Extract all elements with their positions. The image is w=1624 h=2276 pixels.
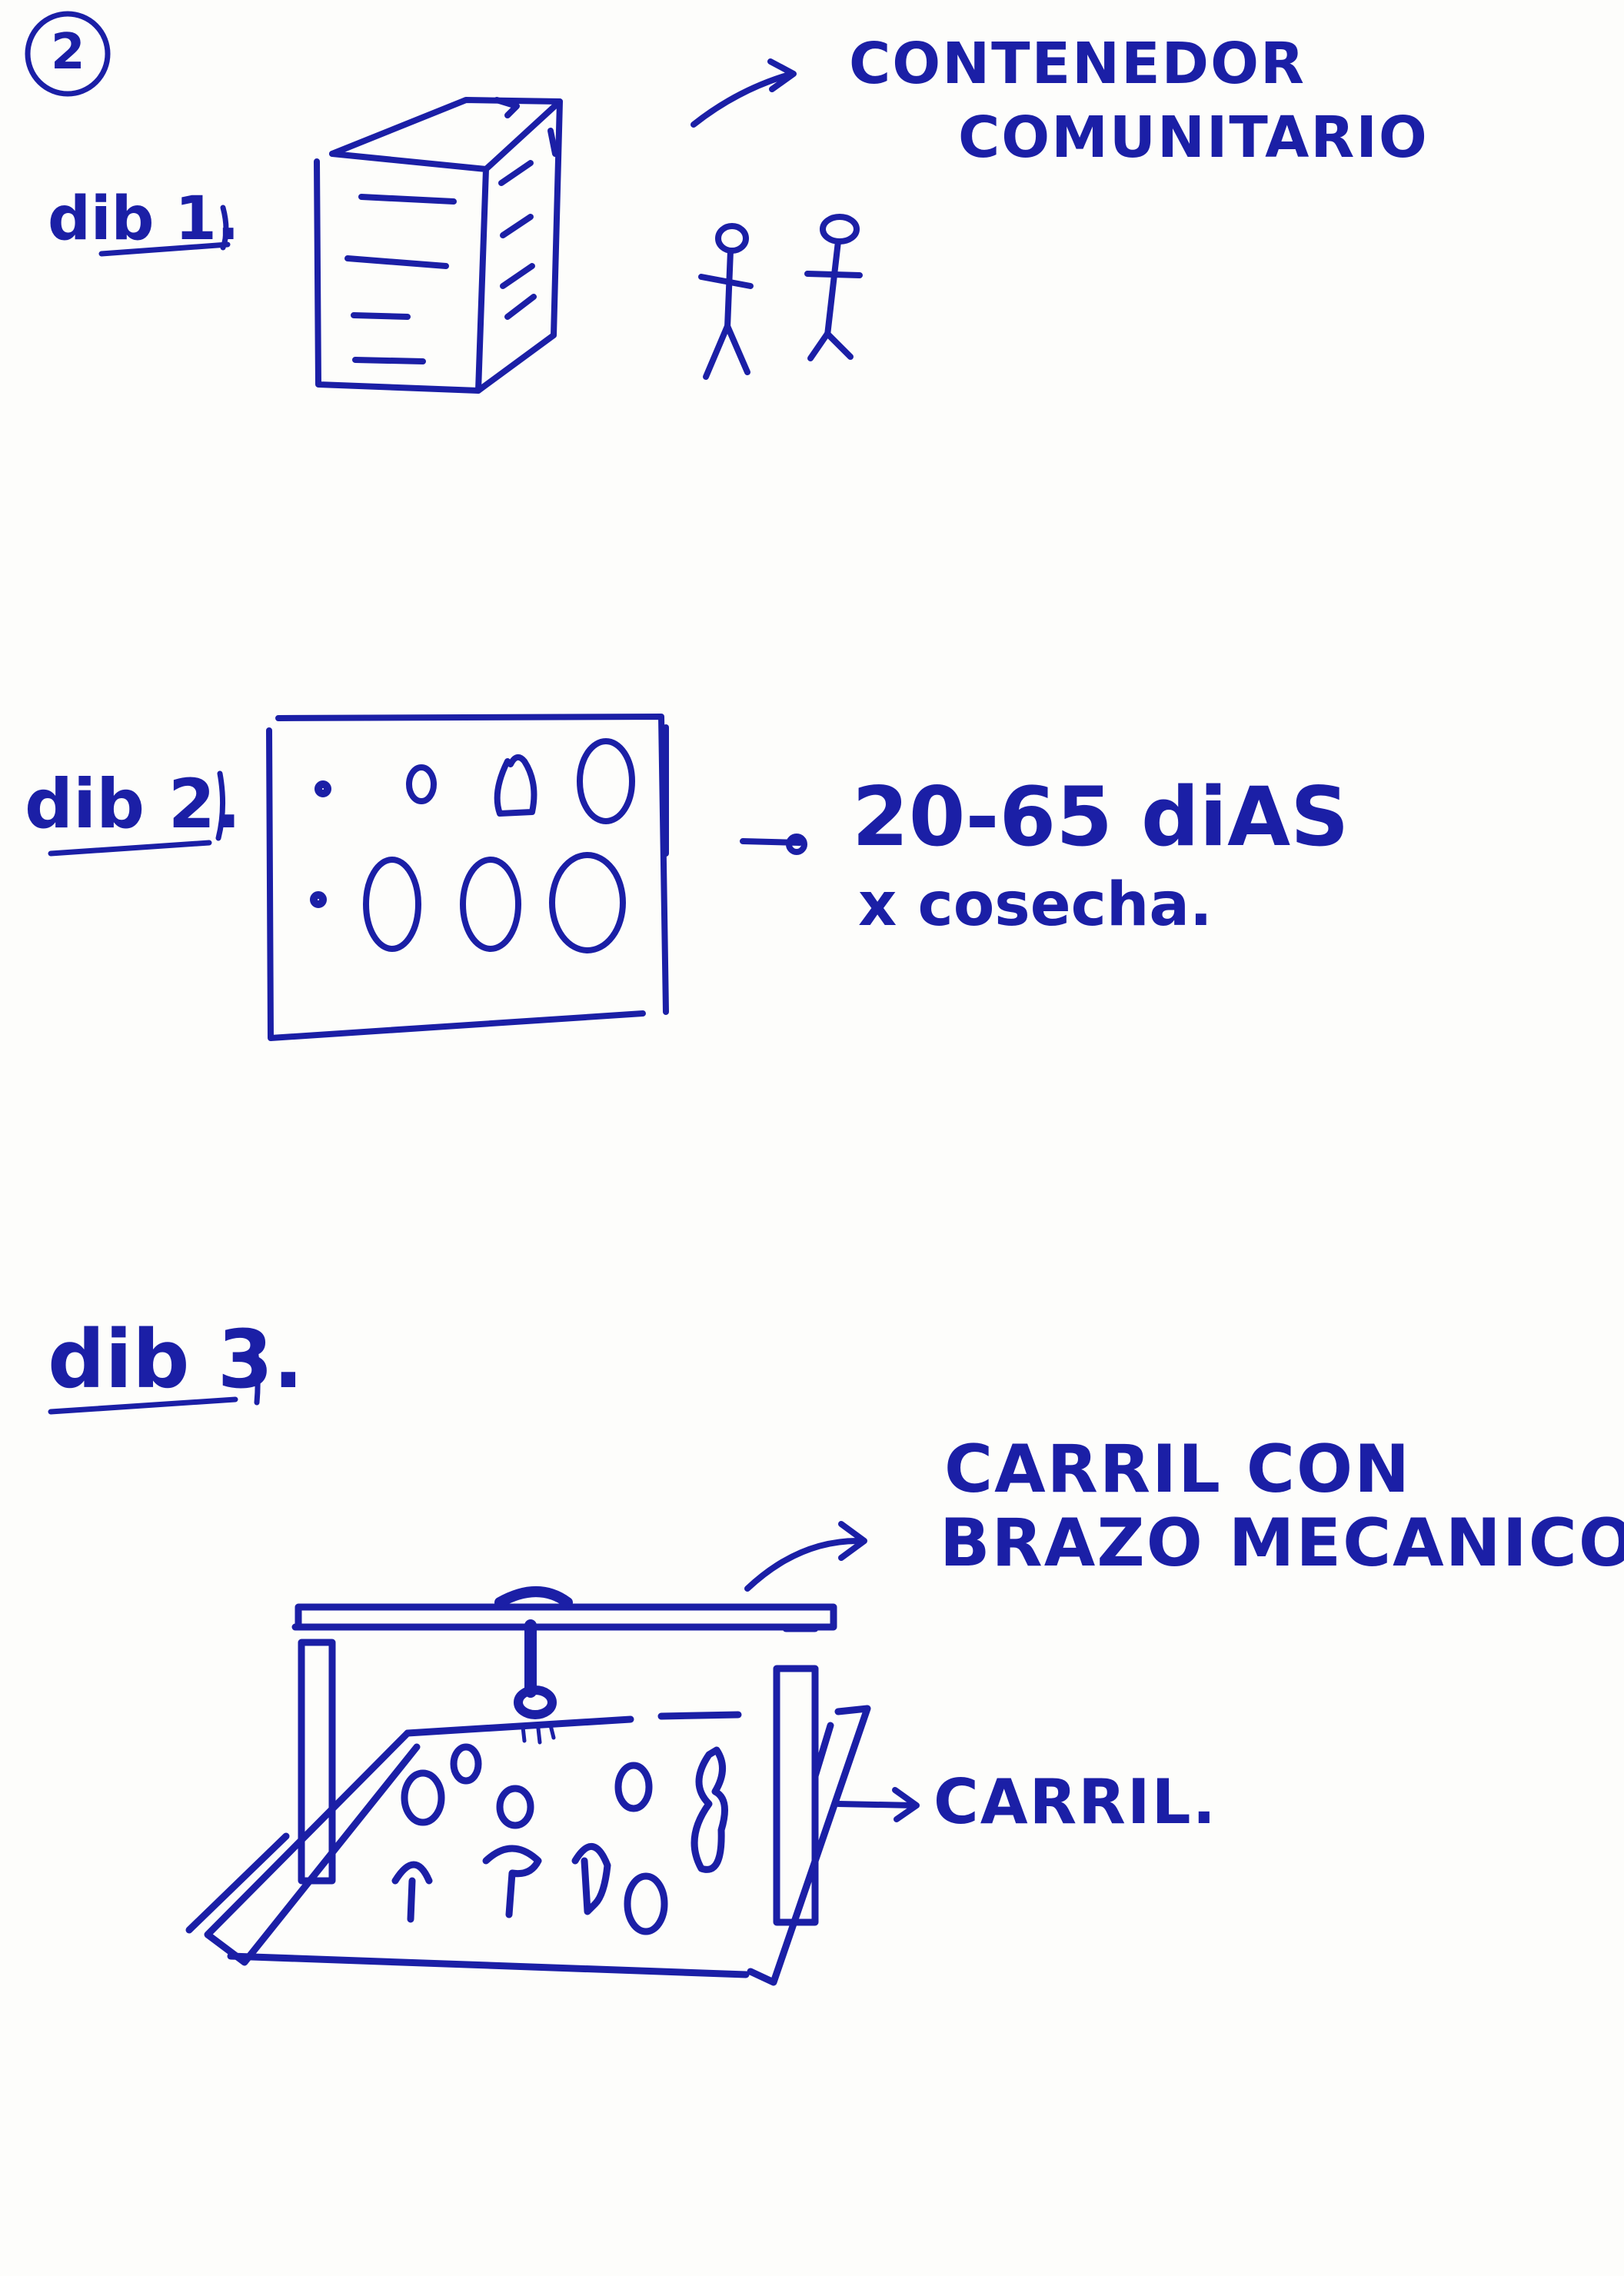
container-drawing — [314, 97, 563, 394]
harvest-days-label: 20-65 diAS — [852, 770, 1349, 864]
plant-grown — [549, 852, 626, 953]
tray-frame-left — [266, 727, 646, 1041]
page-number-circle — [25, 11, 111, 97]
planting-bed-top — [404, 1715, 634, 1737]
plant-seed — [314, 780, 331, 797]
plant-grown — [460, 857, 521, 952]
plant-sprout — [406, 764, 437, 804]
container-slat — [344, 255, 449, 269]
rail-arm-label-line-2: BRAZO MECANICO. — [940, 1505, 1624, 1582]
container-side-slat — [498, 160, 534, 186]
stick-figure-right — [804, 214, 863, 361]
container-side-slat — [500, 214, 534, 238]
plant-grown — [577, 738, 635, 824]
label-bracket-3 — [249, 1329, 261, 1406]
container-slat — [351, 312, 411, 320]
label-underline-2 — [48, 840, 212, 857]
arrow-to-container-label — [691, 58, 797, 128]
arm-carriage — [494, 1586, 573, 1608]
plant-young — [494, 754, 537, 817]
plant-seed — [310, 891, 327, 908]
container-top-face — [329, 97, 563, 172]
label-underline-3 — [48, 1396, 238, 1415]
bed-plant-mushroom — [391, 1861, 433, 1923]
label-bracket-2 — [215, 770, 226, 841]
gantry-left-post — [298, 1639, 336, 1885]
right-rail-outer — [811, 1722, 834, 1780]
bed-plant-mushroom — [571, 1842, 611, 1915]
arrow-to-rail-label — [835, 1787, 920, 1822]
container-side-face — [475, 98, 563, 394]
arm-spray-mark — [536, 1726, 542, 1745]
bed-plant — [614, 1762, 653, 1812]
container-label-line-1: CONTENEDOR — [849, 31, 1306, 97]
harvest-per-label: x cosecha. — [858, 870, 1213, 940]
rail-arm-label-line-1: CARRIL CON — [944, 1431, 1412, 1508]
container-slat — [358, 194, 457, 205]
tray-drawing — [266, 714, 669, 1041]
rail-label: CARRIL. — [933, 1766, 1217, 1838]
container-slat — [352, 357, 426, 364]
container-front-face — [314, 151, 489, 394]
container-side-slat — [504, 294, 537, 320]
left-rail — [204, 1729, 421, 1966]
bed-plant — [624, 1872, 668, 1935]
arrow-to-arm-label — [744, 1521, 867, 1592]
bed-plant — [450, 1743, 482, 1785]
plant-grown — [363, 857, 421, 952]
gantry-top-beam — [295, 1603, 837, 1631]
label-underline-1 — [98, 241, 231, 257]
right-rail — [747, 1705, 871, 1986]
container-corner-mark — [547, 128, 558, 157]
rail-machine-drawing — [185, 1586, 871, 1986]
container-lid-mark — [494, 97, 520, 118]
planting-bed-bottom — [227, 1952, 750, 1978]
container-label-line-2: COMUNITARIO — [958, 105, 1429, 171]
container-side-slat — [500, 263, 535, 289]
sketch-1-label: dib 1. — [48, 185, 240, 254]
bed-plant-tall — [691, 1746, 728, 1873]
bed-plant — [496, 1785, 534, 1829]
planting-bed-top-2 — [657, 1711, 742, 1720]
bed-plant-mushroom — [482, 1845, 542, 1918]
arrow-to-days-label — [740, 834, 807, 855]
sketch-3-label: dib 3. — [48, 1313, 304, 1406]
bed-plant — [401, 1769, 445, 1826]
label-bracket-1 — [220, 205, 229, 251]
stick-figure-left — [698, 223, 754, 380]
sketch-2-label: dib 2. — [25, 764, 241, 844]
page-number: 2 — [51, 24, 85, 81]
arm-head — [514, 1685, 557, 1719]
tray-frame — [275, 714, 669, 1015]
left-rail-outer — [185, 1832, 290, 1934]
